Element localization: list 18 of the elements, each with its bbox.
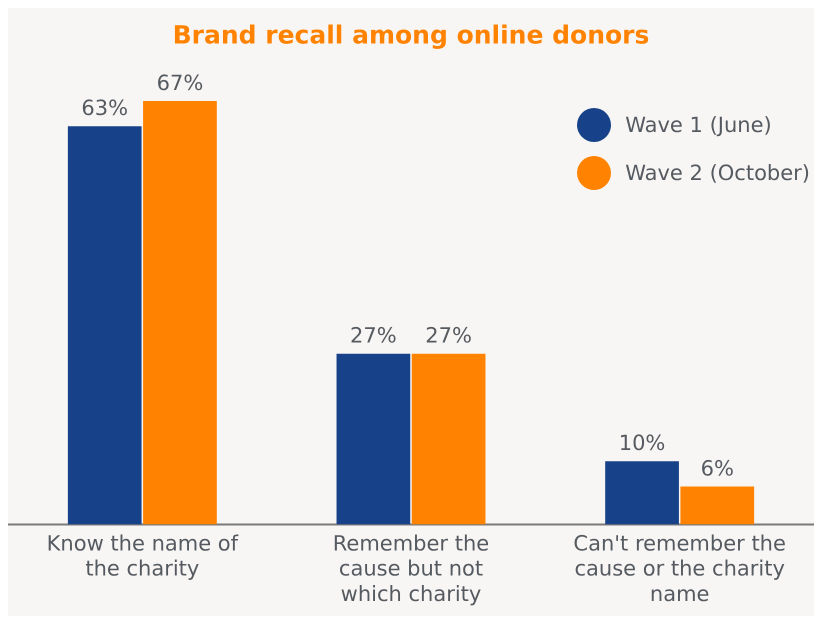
- bar: [412, 354, 486, 524]
- data-label: 63%: [81, 96, 128, 120]
- x-tick-label: Know the name of the charity: [46, 531, 239, 581]
- legend-label: Wave 2 (October): [625, 161, 810, 185]
- data-label: 67%: [156, 70, 204, 95]
- legend-label: Wave 1 (June): [625, 113, 772, 137]
- x-tick-label: Can't remember the cause or the charity name: [573, 531, 786, 606]
- chart-title: Brand recall among online donors: [172, 20, 650, 50]
- bar: [68, 126, 142, 524]
- data-label: 6%: [700, 456, 734, 480]
- bar: [605, 461, 679, 524]
- bar: [336, 354, 410, 524]
- data-label: 27%: [350, 324, 397, 348]
- x-tick-label: Remember the cause but not which charity: [332, 531, 490, 606]
- bar: [143, 100, 217, 524]
- data-label: 27%: [425, 324, 472, 348]
- data-label: 10%: [618, 431, 666, 456]
- bar: [680, 486, 754, 524]
